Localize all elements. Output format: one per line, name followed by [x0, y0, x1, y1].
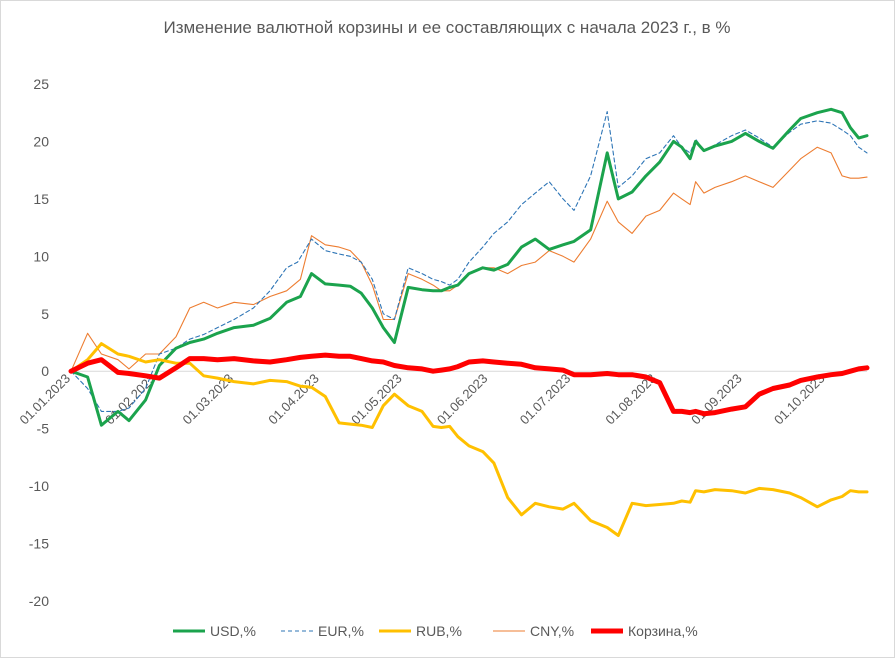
- x-axis-tick-labels: 01.01.2023 01.02.2023 01.03.2023 01.04.2023…: [16, 371, 827, 428]
- series-line-0: [69, 107, 869, 427]
- y-tick-label: 15: [33, 191, 49, 207]
- legend: USD,% EUR,% RUB,% CNY,% Корзина,%: [173, 623, 698, 639]
- y-tick-label: -15: [29, 536, 49, 552]
- y-tick-label: 5: [41, 306, 49, 322]
- series-line-4: [68, 352, 870, 417]
- y-tick-label: 0: [41, 363, 49, 379]
- legend-label: RUB,%: [416, 623, 462, 639]
- series-lines: [68, 107, 870, 537]
- series-line-1: [70, 111, 868, 412]
- y-tick-label: 20: [33, 133, 49, 149]
- legend-label: Корзина,%: [628, 623, 698, 639]
- series-line-3: [70, 146, 868, 372]
- y-tick-label: -5: [37, 421, 50, 437]
- x-tick-label: 01.07.2023: [517, 371, 574, 428]
- y-tick-label: 25: [33, 76, 49, 92]
- legend-label: USD,%: [210, 623, 256, 639]
- y-tick-label: -20: [29, 593, 49, 609]
- legend-label: EUR,%: [318, 623, 364, 639]
- legend-label: CNY,%: [530, 623, 574, 639]
- chart-title: Изменение валютной корзины и ее составля…: [163, 18, 730, 37]
- y-axis-tick-labels: 25 20 15 10 5 0 -5 -10 -15 -20: [29, 76, 49, 609]
- x-tick-label: 01.09.2023: [688, 371, 745, 428]
- y-tick-label: -10: [29, 478, 49, 494]
- y-tick-label: 10: [33, 248, 49, 264]
- series-line-2: [69, 342, 869, 537]
- x-tick-label: 01.06.2023: [434, 371, 491, 428]
